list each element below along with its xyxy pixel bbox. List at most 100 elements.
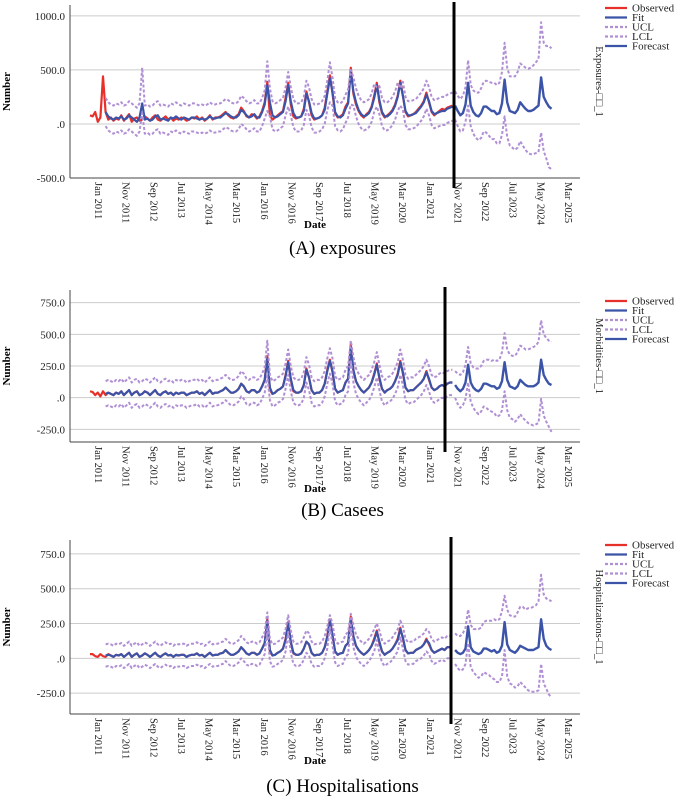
lcl-line [105, 623, 453, 670]
legend-observed-label: Observed [632, 540, 675, 552]
x-tick-label: Sep 2022 [479, 446, 490, 485]
ucl-forecast-line [454, 573, 552, 637]
caption-c: (C) Hospitalisations [266, 776, 419, 797]
legend-fit-label: Fit [632, 549, 644, 561]
y-tick-label: -250.0 [37, 688, 66, 700]
legend-observed-label: Observed [632, 296, 675, 308]
x-tick-label: Jan 2021 [424, 182, 435, 220]
legend-lcl-label: LCL [632, 324, 653, 336]
y-axis-label: Number [1, 346, 13, 385]
x-tick-label: Jul 2023 [507, 718, 518, 754]
x-tick-label: Sep 2017 [313, 446, 324, 485]
lcl-line [105, 358, 453, 409]
x-tick-label: Nov 2011 [120, 718, 131, 759]
legend-observed-label: Observed [632, 3, 675, 15]
x-tick-label: Sep 2022 [479, 182, 490, 221]
x-tick-label: May 2024 [534, 182, 545, 226]
ucl-forecast-line [454, 319, 552, 376]
x-tick-label: Mar 2020 [396, 182, 407, 223]
chart-panel-3: 750.0 500.0 250.0 .0 -250.0 Jan 2011 Nov 2011 S… [1, 537, 675, 767]
fit-line [105, 345, 453, 397]
legend-lcl-label: LCL [632, 568, 653, 580]
x-tick-label: May 2014 [203, 718, 214, 762]
legend-fit-label: Fit [632, 305, 644, 317]
x-tick-label: Jul 2013 [175, 182, 186, 218]
y-tick-label: .0 [57, 393, 66, 405]
y-tick-label: 500.0 [40, 65, 65, 77]
series-side-label: Hospitalizations-□□_1 [593, 570, 604, 665]
x-tick-label: Mar 2025 [562, 718, 573, 759]
legend-lcl-label: LCL [632, 31, 653, 43]
ucl-forecast-line [454, 21, 553, 101]
x-tick-label: Sep 2017 [313, 718, 324, 757]
fit-line [105, 618, 453, 659]
x-tick-label: Jan 2011 [92, 182, 103, 219]
x-tick-label: Jan 2016 [258, 182, 269, 220]
legend-ucl-label: UCL [632, 22, 654, 34]
x-tick-label: Sep 2012 [147, 182, 158, 221]
x-tick-label: Mar 2025 [562, 446, 573, 487]
x-tick-label: May 2019 [368, 446, 379, 489]
x-tick-label: Jan 2016 [258, 446, 269, 484]
x-tick-label: May 2024 [534, 446, 545, 490]
x-tick-label: Jul 2023 [507, 446, 518, 482]
x-tick-label: Jan 2021 [424, 446, 435, 484]
series-side-label: Morbidities-□□_1 [593, 318, 604, 394]
ucl-line [104, 60, 453, 109]
legend-ucl-label: UCL [632, 559, 654, 571]
x-tick-label: Jul 2013 [175, 446, 186, 482]
y-tick-label: -250.0 [37, 424, 66, 436]
ucl-line [105, 611, 453, 647]
x-tick-label: Jul 2018 [341, 182, 352, 218]
y-tick-label: 500.0 [40, 584, 65, 596]
x-tick-label: Mar 2015 [230, 718, 241, 759]
forecast-line [454, 76, 553, 118]
caption-a: (A) exposures [288, 238, 397, 259]
y-axis-label: Number [1, 607, 13, 646]
x-axis-label: Date [304, 483, 326, 495]
x-tick-label: Jan 2011 [92, 718, 103, 755]
x-tick-label: Mar 2020 [396, 446, 407, 487]
series-side-label: Exposures-□□_1 [593, 46, 604, 116]
x-tick-label: Nov 2021 [451, 182, 462, 224]
x-tick-label: Jan 2016 [258, 718, 269, 756]
y-tick-label: 750.0 [40, 298, 65, 310]
x-axis-label: Date [304, 219, 326, 231]
legend-forecast-label: Forecast [632, 41, 669, 53]
chart-panel-2: 750.0 500.0 250.0 .0 -250.0 Jan 2011 Nov 2011 S… [1, 287, 675, 495]
y-tick-label: -500.0 [37, 173, 66, 185]
x-tick-label: May 2019 [368, 182, 379, 225]
y-axis-label: Number [1, 72, 13, 111]
lcl-forecast-line [454, 104, 553, 171]
y-tick-label: .0 [57, 119, 66, 131]
x-tick-label: Nov 2016 [286, 182, 297, 224]
y-tick-label: 750.0 [40, 549, 65, 561]
x-tick-label: Mar 2020 [396, 718, 407, 759]
x-axis-label: Date [304, 755, 326, 767]
lcl-forecast-line [454, 642, 553, 698]
x-tick-label: May 2019 [368, 718, 379, 761]
x-tick-label: Nov 2016 [286, 446, 297, 488]
legend-forecast-label: Forecast [632, 334, 669, 346]
x-tick-label: Sep 2022 [479, 718, 490, 757]
x-tick-label: Mar 2015 [230, 182, 241, 223]
x-tick-label: May 2024 [534, 718, 545, 762]
x-tick-label: Jul 2023 [507, 182, 518, 218]
x-tick-label: Nov 2016 [286, 718, 297, 760]
forecast-line [454, 358, 553, 393]
ucl-line [105, 339, 453, 384]
y-tick-label: 250.0 [40, 361, 65, 373]
legend-forecast-label: Forecast [632, 578, 669, 590]
y-tick-label: 1000.0 [35, 11, 66, 23]
x-tick-label: Sep 2012 [147, 446, 158, 485]
legend-fit-label: Fit [632, 12, 644, 24]
fit-line [104, 69, 453, 123]
legend-ucl-label: UCL [632, 315, 654, 327]
x-tick-label: Sep 2012 [147, 718, 158, 757]
x-tick-label: Mar 2015 [230, 446, 241, 487]
x-tick-label: Sep 2017 [313, 182, 324, 221]
x-tick-label: Jul 2018 [341, 446, 352, 482]
x-tick-label: Jan 2011 [92, 446, 103, 483]
chart-panel-1: 1000.0 500.0 .0 -500.0 Jan 2011 Nov 2011 Sep 2… [1, 2, 675, 231]
